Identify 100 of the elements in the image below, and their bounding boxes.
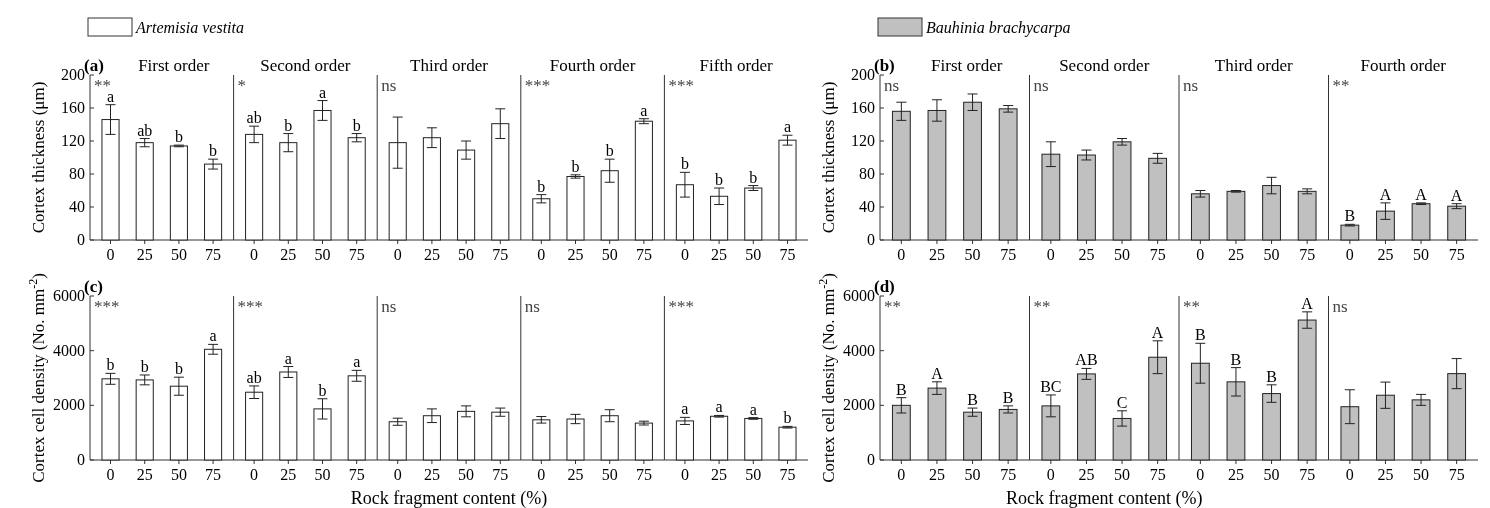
annotation: ns [381, 297, 397, 316]
x-tick-label: 25 [280, 466, 297, 483]
data-label: B [1344, 207, 1356, 225]
bar [101, 378, 120, 461]
x-tick-label: 0 [680, 466, 689, 483]
x-tick-label: 0 [106, 246, 115, 263]
data-label: a [640, 101, 648, 119]
y-axis-title: Cortex thickness (μm) [819, 81, 838, 234]
x-tick-label: 25 [1377, 246, 1394, 263]
annotation: * [237, 76, 247, 95]
bar [1340, 224, 1360, 241]
x-tick-label: 25 [1227, 246, 1244, 263]
x-tick-label: 50 [1263, 246, 1280, 263]
data-label: b [106, 356, 115, 374]
annotation: *** [668, 76, 694, 95]
y-tick-label: 4000 [843, 341, 875, 359]
x-tick-label: 75 [205, 466, 222, 483]
bar [998, 408, 1018, 461]
x-tick-label: 75 [1000, 466, 1017, 483]
chart-title: Second order [260, 56, 351, 75]
bar [1411, 399, 1431, 461]
data-label: b [209, 142, 218, 160]
annotation: *** [524, 76, 551, 95]
y-tick-label: 2000 [53, 396, 85, 414]
data-label: b [284, 116, 293, 134]
annotation: *** [94, 297, 120, 316]
text: Artemisia vestita [135, 19, 244, 36]
annotation: *** [237, 297, 264, 316]
y-tick-label: 6000 [53, 287, 85, 304]
y-tick-label: 200 [61, 66, 85, 83]
y-tick-label: 80 [859, 165, 875, 182]
x-tick-label: 50 [1263, 466, 1280, 483]
x-tick-label: 25 [928, 466, 945, 483]
data-label: b [174, 360, 183, 378]
x-tick-label: 25 [1227, 466, 1244, 483]
bar [744, 417, 763, 461]
x-tick-label: 0 [393, 466, 402, 483]
x-tick-label: 75 [1299, 246, 1316, 263]
x-tick-label: 25 [711, 246, 728, 263]
x-tick-label: 75 [1448, 466, 1465, 483]
x-axis-title: Rock fragment content (%) [1006, 488, 1203, 508]
y-tick-label: 4000 [53, 341, 85, 359]
x-tick-label: 75 [348, 466, 365, 483]
y-tick-label: 40 [859, 198, 875, 215]
x-tick-label: 50 [745, 466, 762, 483]
x-tick-label: 75 [779, 466, 796, 483]
x-tick-label: 25 [567, 466, 584, 483]
x-tick-label: 50 [1114, 466, 1131, 483]
x-tick-label: 50 [170, 466, 187, 483]
text: (d) [874, 277, 895, 296]
bar [491, 411, 510, 461]
x-tick-label: 0 [250, 466, 259, 483]
annotation: *** [668, 297, 694, 316]
data-label: B [896, 380, 907, 398]
annotation: ** [1183, 297, 1200, 316]
bar [532, 198, 551, 241]
bar [347, 137, 366, 241]
data-label: A [1450, 186, 1463, 204]
x-tick-label: 25 [423, 246, 440, 263]
x-tick-label: 75 [492, 246, 509, 263]
data-label: b [783, 409, 792, 427]
chart-title: Third order [410, 56, 489, 75]
x-tick-label: 0 [537, 246, 546, 263]
y-tick-label: 0 [867, 231, 875, 248]
data-label: A [1151, 323, 1164, 341]
data-label: ab [246, 368, 262, 386]
annotation: (b) [874, 56, 895, 75]
x-tick-label: 0 [897, 466, 906, 483]
x-tick-label: 75 [205, 246, 222, 263]
data-label: b [605, 142, 614, 160]
annotation: ns [381, 76, 397, 95]
x-tick-label: 25 [1078, 466, 1095, 483]
x-axis-title: Rock fragment content (%) [350, 488, 548, 508]
data-label: AB [1075, 351, 1098, 369]
chart-title: Third order [1214, 56, 1294, 75]
y-tick-label: 120 [61, 132, 85, 149]
chart-title: First order [931, 56, 1003, 75]
x-tick-label: 75 [1299, 466, 1316, 483]
x-tick-label: 25 [1078, 246, 1095, 263]
bar [778, 139, 797, 241]
x-tick-label: 25 [711, 466, 728, 483]
data-label: a [681, 400, 689, 418]
bar [1112, 141, 1132, 241]
annotation: ** [1332, 76, 1350, 95]
data-label: a [715, 398, 723, 416]
x-tick-label: 75 [1149, 466, 1166, 483]
annotation: ns [884, 76, 900, 95]
data-label: b [174, 128, 183, 146]
data-label: b [571, 157, 580, 175]
x-tick-label: 50 [458, 466, 475, 483]
y-tick-label: 0 [867, 451, 875, 468]
annotation: ns [524, 297, 540, 316]
bar [135, 379, 154, 461]
data-label: a [318, 83, 327, 101]
x-tick-label: 25 [280, 246, 297, 263]
data-label: a [284, 349, 292, 367]
y-tick-label: 0 [77, 451, 85, 468]
x-tick-label: 25 [136, 246, 153, 263]
data-label: B [1195, 326, 1206, 344]
data-label: C [1116, 393, 1128, 411]
